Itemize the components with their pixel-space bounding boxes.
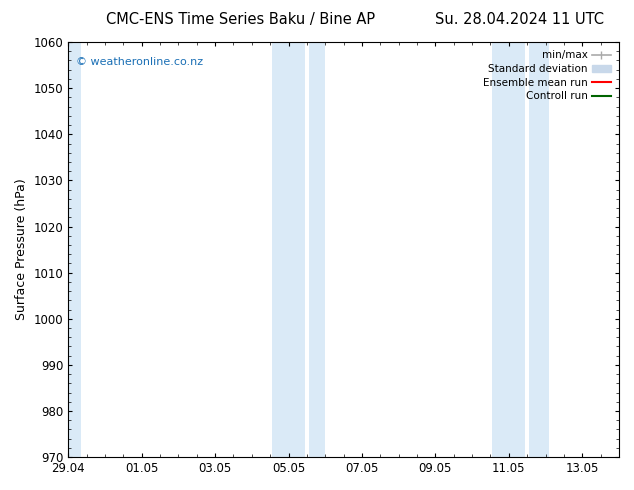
Bar <box>272 42 305 457</box>
Legend: min/max, Standard deviation, Ensemble mean run, Controll run: min/max, Standard deviation, Ensemble me… <box>480 47 614 104</box>
Y-axis label: Surface Pressure (hPa): Surface Pressure (hPa) <box>15 179 28 320</box>
Bar <box>309 42 325 457</box>
Bar <box>493 42 526 457</box>
Text: Su. 28.04.2024 11 UTC: Su. 28.04.2024 11 UTC <box>436 12 604 27</box>
Text: © weatheronline.co.nz: © weatheronline.co.nz <box>77 56 204 67</box>
Bar <box>67 42 81 457</box>
Bar <box>529 42 549 457</box>
Text: CMC-ENS Time Series Baku / Bine AP: CMC-ENS Time Series Baku / Bine AP <box>107 12 375 27</box>
